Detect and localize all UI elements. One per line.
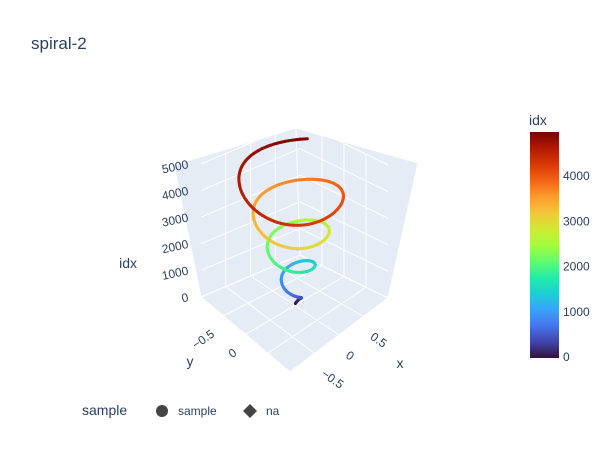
colorbar-tick-label: 1000 xyxy=(563,305,590,319)
y-tick-label: 0 xyxy=(226,345,240,360)
colorbar-bar xyxy=(530,132,559,358)
legend-item-na[interactable]: na xyxy=(242,401,279,421)
grid-line-x xyxy=(223,132,323,317)
y-tick-label: −0.5 xyxy=(190,327,218,352)
colorbar-tick-label: 2000 xyxy=(563,260,590,274)
y-axis-label: y xyxy=(187,353,194,369)
colorbar-tick-label: 4000 xyxy=(563,169,590,183)
grid-line-y xyxy=(250,143,340,336)
colorbar-title: idx xyxy=(529,112,547,128)
circle-icon xyxy=(156,405,168,417)
grid-line-z xyxy=(200,254,389,299)
z-tick-label: 3000 xyxy=(161,210,190,229)
colorbar: 0 1000 2000 3000 4000 xyxy=(530,132,590,364)
grid-line-y xyxy=(274,132,364,317)
spiral-trace xyxy=(237,137,345,306)
z-axis-label: idx xyxy=(119,255,137,271)
colorbar-tick-label: 0 xyxy=(563,350,570,364)
x-axis-label: x xyxy=(397,355,404,371)
grid-line-y xyxy=(225,153,315,354)
legend-item-sample[interactable]: sample xyxy=(154,401,217,421)
z-tick-label: 2000 xyxy=(161,237,190,256)
x-tick-label: 0 xyxy=(343,348,357,363)
diamond-icon xyxy=(243,404,257,418)
grid-line-x xyxy=(267,154,367,354)
colorbar-ticks: 0 1000 2000 3000 4000 xyxy=(563,169,590,364)
plot-3d-scene[interactable]: 0 1000 2000 3000 4000 5000 −0.5 0 −0.5 0 0.5 idx… xyxy=(119,121,419,392)
legend-title: sample xyxy=(82,402,128,418)
z-tick-label: 4000 xyxy=(161,184,190,203)
grid-line-z xyxy=(200,201,389,246)
z-axis-ticks: 0 1000 2000 3000 4000 5000 xyxy=(161,157,190,305)
grid-line-z xyxy=(200,148,389,193)
x-tick-label: −0.5 xyxy=(319,366,347,391)
grid-line-z xyxy=(200,121,389,166)
colorbar-tick-label: 3000 xyxy=(563,214,590,228)
y-axis-ticks: −0.5 0 xyxy=(190,327,240,361)
z-tick-label: 0 xyxy=(180,290,190,305)
chart-title: spiral-2 xyxy=(31,34,87,53)
z-tick-label: 5000 xyxy=(161,157,190,176)
grid-lines xyxy=(200,121,389,354)
grid-line-z xyxy=(200,227,389,272)
grid-line-z xyxy=(200,174,389,219)
grid-line-x xyxy=(245,143,345,335)
x-tick-label: 0.5 xyxy=(368,329,390,350)
legend-item-label: sample xyxy=(178,404,217,418)
z-tick-label: 1000 xyxy=(161,264,190,283)
legend-item-label: na xyxy=(266,404,280,418)
